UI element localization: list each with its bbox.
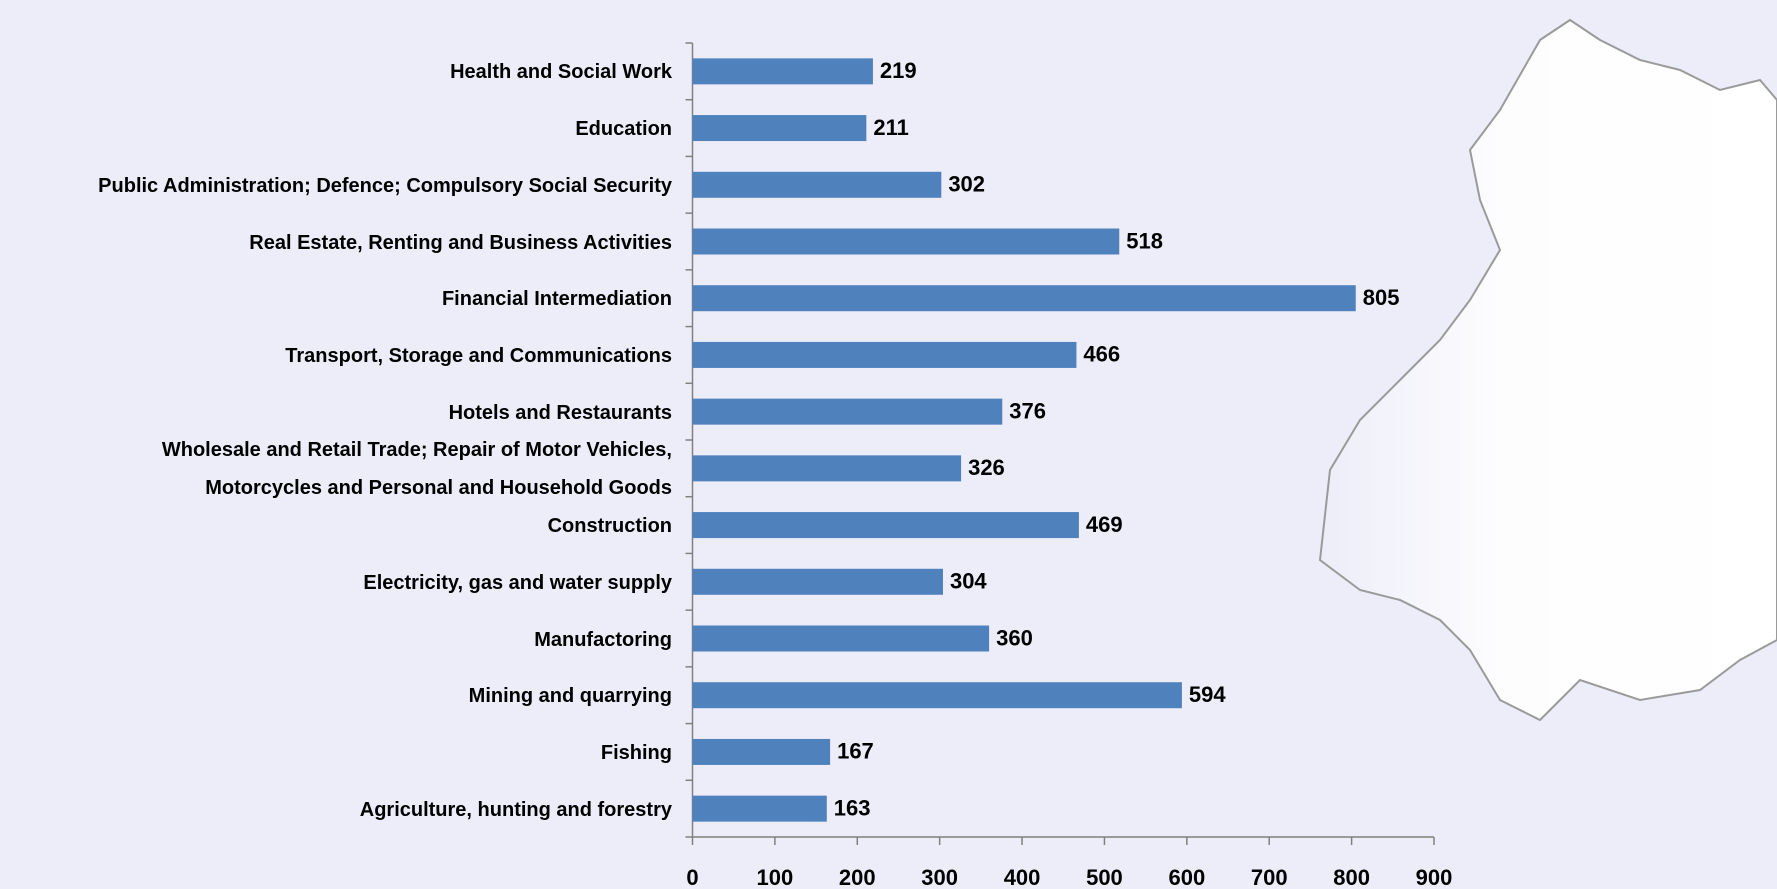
data-label: 211 xyxy=(873,115,909,140)
data-label: 805 xyxy=(1363,285,1400,310)
x-tick-label: 600 xyxy=(1168,865,1205,889)
category-label: Wholesale and Retail Trade; Repair of Mo… xyxy=(161,439,672,500)
data-label: 219 xyxy=(880,58,917,83)
data-label: 167 xyxy=(837,739,874,764)
x-tick-label: 300 xyxy=(921,865,958,889)
bar xyxy=(692,455,962,482)
category-label: Mining and quarrying xyxy=(468,685,672,708)
category-label: Transport, Storage and Communications xyxy=(285,344,672,367)
category-label: Public Administration; Defence; Compulso… xyxy=(98,174,672,197)
category-label: Electricity, gas and water supply xyxy=(363,571,672,594)
bar xyxy=(692,341,1077,368)
x-tick-label: 200 xyxy=(839,865,876,889)
x-tick-label: 500 xyxy=(1086,865,1123,889)
x-tick-label: 400 xyxy=(1004,865,1041,889)
bar xyxy=(692,512,1079,539)
bar xyxy=(692,568,943,595)
data-label: 518 xyxy=(1126,228,1163,253)
map-decoration xyxy=(1318,18,1777,722)
category-label: Real Estate, Renting and Business Activi… xyxy=(249,231,672,254)
data-label: 326 xyxy=(968,455,1005,480)
category-label: Construction xyxy=(547,515,672,538)
category-label: Health and Social Work xyxy=(450,61,672,84)
bar xyxy=(692,58,873,85)
data-label: 163 xyxy=(834,795,871,820)
bar xyxy=(692,398,1003,425)
bar xyxy=(692,625,990,652)
x-tick-label: 900 xyxy=(1416,865,1453,889)
x-tick-label: 700 xyxy=(1251,865,1288,889)
data-label: 360 xyxy=(996,625,1033,650)
data-label: 376 xyxy=(1009,398,1046,423)
bar xyxy=(692,171,942,198)
bar xyxy=(692,115,867,142)
category-label: Hotels and Restaurants xyxy=(448,401,672,424)
bar xyxy=(692,285,1356,312)
category-label: Education xyxy=(575,118,672,141)
data-label: 594 xyxy=(1189,682,1226,707)
bar xyxy=(692,682,1182,709)
category-label: Financial Intermediation xyxy=(441,288,672,311)
category-label: Agriculture, hunting and forestry xyxy=(359,798,672,821)
bar xyxy=(692,738,831,765)
data-label: 304 xyxy=(950,569,987,594)
x-tick-label: 100 xyxy=(757,865,794,889)
x-tick-label: 0 xyxy=(686,865,698,889)
data-label: 466 xyxy=(1083,342,1120,367)
bar xyxy=(692,228,1120,255)
data-label: 302 xyxy=(948,172,985,197)
category-label: Manufactoring xyxy=(534,628,672,651)
x-tick-label: 800 xyxy=(1333,865,1370,889)
bar xyxy=(692,795,827,822)
data-label: 469 xyxy=(1086,512,1123,537)
category-label: Fishing xyxy=(600,741,672,764)
